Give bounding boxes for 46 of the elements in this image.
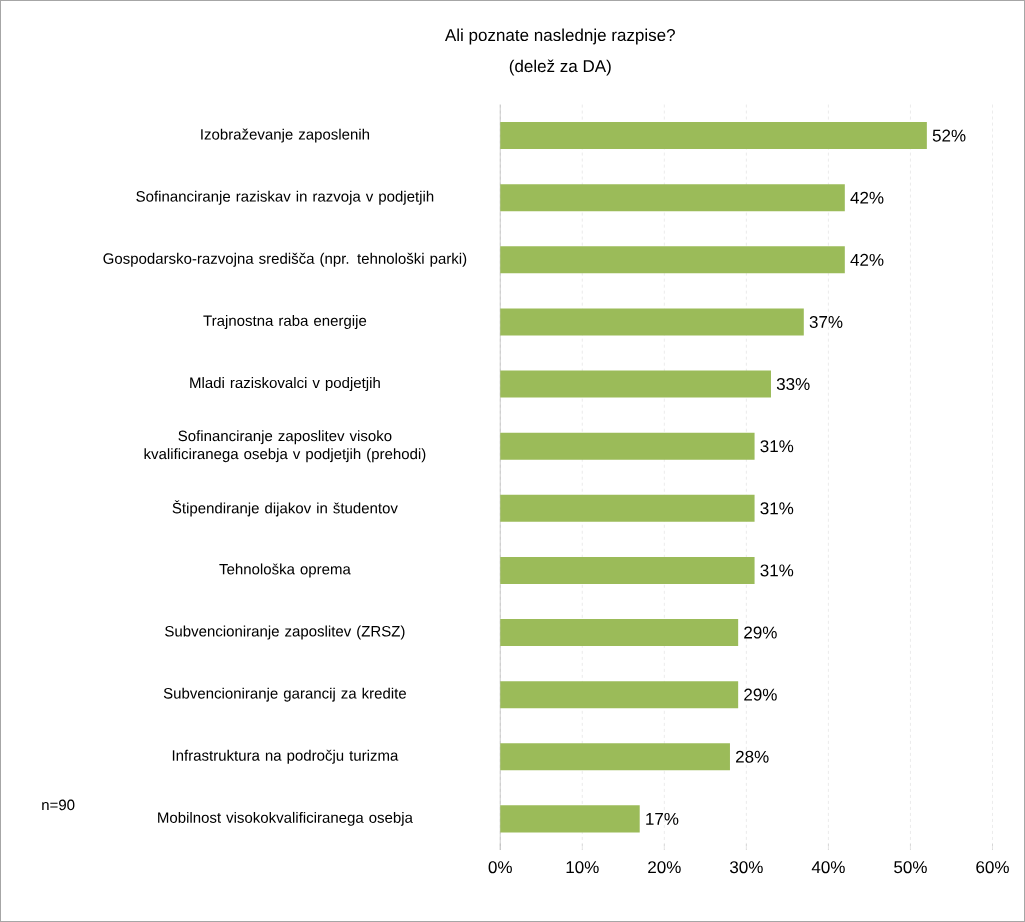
y-tick-label: Sofinanciranje zaposlitev visoko kvalificiranega osebja v podjetjih (prehodi) <box>144 430 426 463</box>
bar <box>500 494 755 522</box>
bar <box>500 805 640 833</box>
y-tick-label: Sofinanciranje raziskav in razvoja v podjetjih <box>136 190 434 205</box>
y-tick-label: Mobilnost visokokvalificiranega osebja <box>158 811 413 826</box>
x-tick-label: 10% <box>566 861 599 874</box>
bar <box>500 432 755 460</box>
y-tick-label: Infrastruktura na področju turizma <box>172 749 399 764</box>
bar <box>500 619 739 647</box>
y-tick-label: Trajnostna raba energije <box>203 314 367 329</box>
data-label: 42% <box>850 253 884 266</box>
x-tick-label: 60% <box>976 861 1009 874</box>
bar <box>500 122 927 150</box>
chart-subtitle: (delež za DA) <box>509 59 611 76</box>
y-tick-label: Izobraževanje zaposlenih <box>201 128 370 143</box>
text: n=90 <box>42 799 75 811</box>
data-label: 42% <box>850 191 884 204</box>
bar <box>500 184 845 212</box>
x-tick-label: 50% <box>894 861 927 874</box>
y-tick-label: Mladi raziskovalci v podjetjih <box>190 377 380 392</box>
y-tick-label: Gospodarsko-razvojna središča (npr. tehnološki parki) <box>103 252 467 267</box>
data-label: 29% <box>744 626 777 639</box>
data-label: 33% <box>776 378 810 391</box>
y-tick-label: Subvencioniranje garancij za kredite <box>163 687 406 702</box>
y-tick-label: Subvencioniranje zaposlitev (ZRSZ) <box>165 625 405 640</box>
data-label: 31% <box>760 440 794 453</box>
bar <box>500 308 804 336</box>
data-label: 17% <box>646 812 679 825</box>
data-label: 37% <box>809 315 843 328</box>
data-label: 31% <box>760 564 794 577</box>
x-tick-label: 40% <box>811 861 845 874</box>
data-label: 31% <box>760 502 794 515</box>
data-label: 28% <box>736 750 769 763</box>
bar <box>500 743 730 771</box>
data-label: 29% <box>744 688 777 701</box>
x-tick-label: 20% <box>648 861 681 874</box>
chart-title: Ali poznate naslednje razpise? <box>444 28 675 45</box>
bar <box>500 556 755 584</box>
bar <box>500 246 845 274</box>
x-tick-label: 0% <box>488 861 512 874</box>
bar <box>500 370 771 398</box>
x-tick-label: 30% <box>729 861 763 874</box>
y-tick-label: Štipendiranje dijakov in študentov <box>172 500 398 517</box>
bar <box>500 681 739 709</box>
y-tick-label: Tehnološka oprema <box>219 563 351 578</box>
data-label: 52% <box>932 129 966 142</box>
